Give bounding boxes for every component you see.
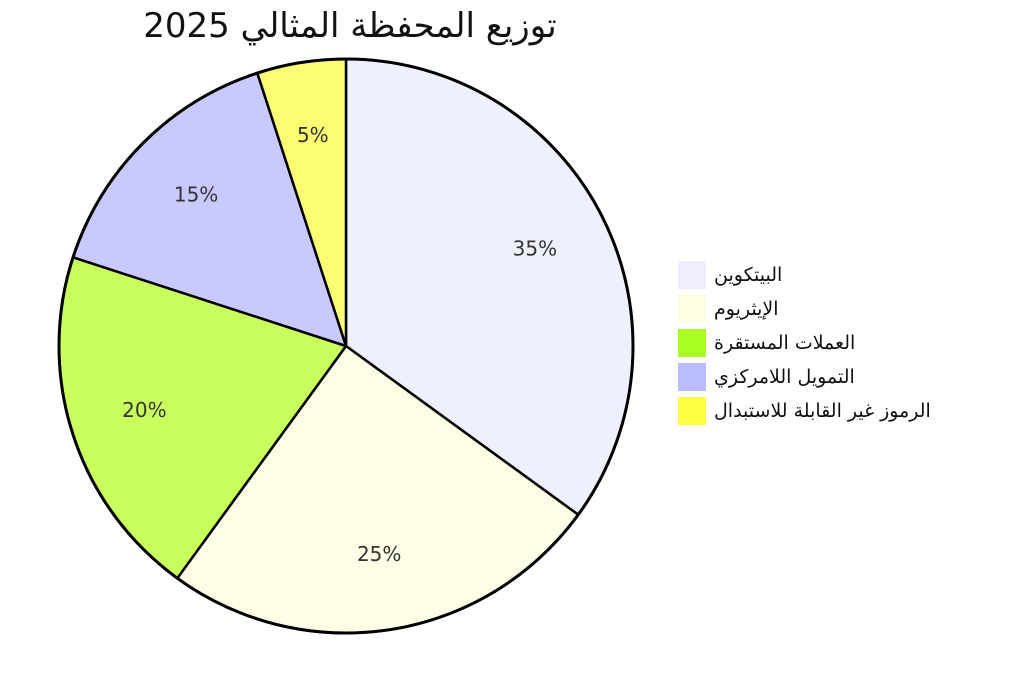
slice-value-label: 25%: [357, 542, 401, 566]
slice-value-label: 35%: [513, 236, 557, 260]
legend-label: الإيثريوم: [714, 298, 779, 320]
legend-swatch: [678, 329, 706, 357]
legend-item: الرموز غير القابلة للاستبدال: [678, 394, 931, 428]
pie-slices: [57, 57, 635, 635]
legend-label: التمويل اللامركزي: [714, 366, 855, 388]
slice-value-label: 20%: [122, 398, 166, 422]
slice-value-label: 15%: [174, 183, 218, 207]
legend-item: الإيثريوم: [678, 292, 931, 326]
legend-label: الرموز غير القابلة للاستبدال: [714, 400, 931, 422]
legend-item: البيتكوين: [678, 258, 931, 292]
pie-value-labels: 35% 25% 20% 15% 5%: [122, 123, 557, 566]
legend-swatch: [678, 363, 706, 391]
legend-item: التمويل اللامركزي: [678, 360, 931, 394]
legend-swatch: [678, 295, 706, 323]
pie-outline: [57, 57, 635, 635]
legend-label: العملات المستقرة: [714, 332, 856, 354]
legend-swatch: [678, 397, 706, 425]
legend-swatch: [678, 261, 706, 289]
chart-legend: البيتكوين الإيثريوم العملات المستقرة التموي…: [678, 258, 931, 428]
chart-title: توزيع المحفظة المثالي 2025: [143, 6, 557, 46]
slice-value-label: 5%: [297, 123, 329, 147]
legend-label: البيتكوين: [714, 264, 783, 286]
legend-item: العملات المستقرة: [678, 326, 931, 360]
